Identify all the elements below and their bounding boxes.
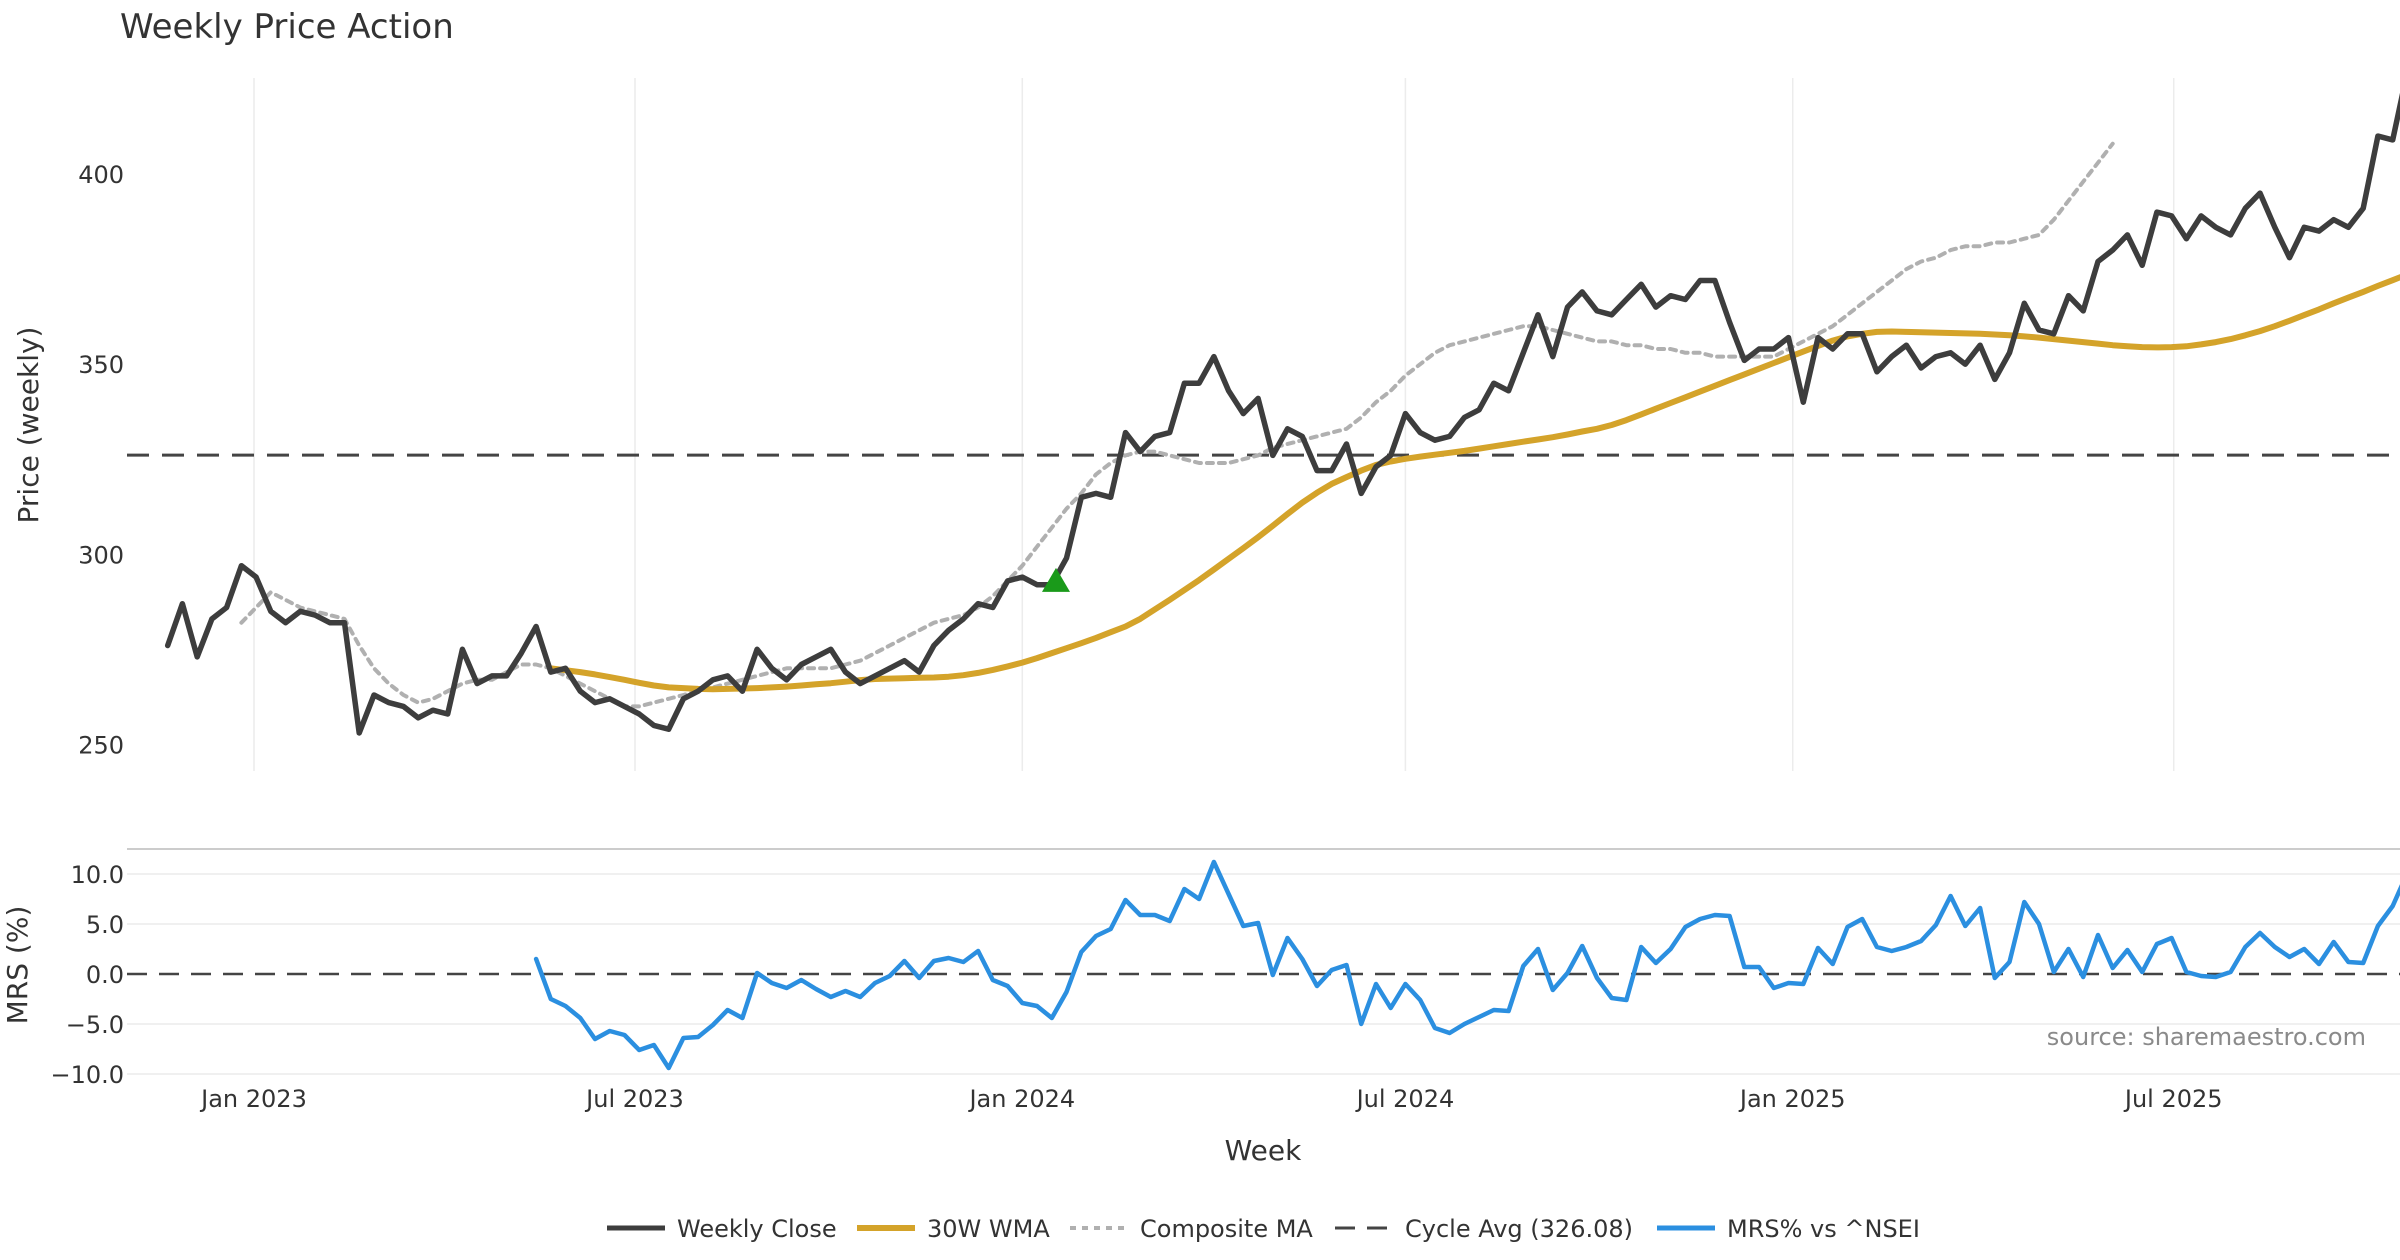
- composite-ma-line: [239, 141, 2115, 709]
- x-tick-label: Jan 2025: [1738, 1085, 1846, 1113]
- legend-item: MRS% vs ^NSEI: [1657, 1215, 1920, 1243]
- x-tick-labels: Jan 2023 Jul 2023 Jan 2024 Jul 2024 Jan 2025…: [199, 1085, 2222, 1113]
- wma-30w-line: [547, 274, 2400, 693]
- price-y-tick-label: 250: [78, 731, 124, 759]
- legend-item: Cycle Avg (326.08): [1335, 1215, 1633, 1243]
- legend-label: Cycle Avg (326.08): [1405, 1215, 1633, 1243]
- legend-label: Composite MA: [1140, 1215, 1313, 1243]
- mrs-y-tick-labels: 10.0 5.0 0.0 −5.0 −10.0: [50, 861, 124, 1089]
- legend-item: Weekly Close: [607, 1215, 837, 1243]
- x-tick-label: Jul 2024: [1355, 1085, 1455, 1113]
- x-tick-label: Jan 2024: [967, 1085, 1075, 1113]
- price-panel: 250 300 350 400 Price (weekly): [12, 78, 2400, 771]
- weekly-close-line: [164, 92, 2400, 736]
- price-y-axis-title: Price (weekly): [12, 327, 45, 524]
- mrs-y-axis-title: MRS (%): [1, 906, 34, 1025]
- x-tick-label: Jul 2025: [2123, 1085, 2223, 1113]
- price-y-tick-label: 350: [78, 351, 124, 379]
- legend-label: 30W WMA: [927, 1215, 1050, 1243]
- source-note: source: sharemaestro.com: [2047, 1023, 2366, 1051]
- mrs-panel: 10.0 5.0 0.0 −5.0 −10.0 MRS (%) source: shar…: [1, 848, 2400, 1089]
- legend-label: Weekly Close: [677, 1215, 837, 1243]
- price-gridlines: [253, 78, 2175, 771]
- price-y-tick-label: 400: [78, 161, 124, 189]
- price-series: [164, 92, 2400, 736]
- x-axis-title: Week: [1225, 1134, 1302, 1167]
- mrs-line: [533, 859, 2400, 1071]
- mrs-y-tick-label: 5.0: [86, 911, 124, 939]
- mrs-y-tick-label: 0.0: [86, 961, 124, 989]
- mrs-gridlines: [127, 873, 2400, 1075]
- mrs-y-tick-label: 10.0: [71, 861, 124, 889]
- legend-item: Composite MA: [1070, 1215, 1313, 1243]
- x-tick-label: Jan 2023: [199, 1085, 307, 1113]
- legend: Weekly Close 30W WMA Composite MA Cycle Avg…: [607, 1215, 1920, 1243]
- price-y-tick-label: 300: [78, 541, 124, 569]
- buy-signal-marker: [1041, 567, 1070, 592]
- mrs-series: [533, 859, 2400, 1071]
- mrs-y-tick-label: −5.0: [66, 1011, 124, 1039]
- legend-item: 30W WMA: [857, 1215, 1050, 1243]
- legend-label: MRS% vs ^NSEI: [1727, 1215, 1920, 1243]
- mrs-y-tick-label: −10.0: [50, 1061, 124, 1089]
- x-tick-label: Jul 2023: [584, 1085, 684, 1113]
- price-y-tick-labels: 250 300 350 400: [78, 161, 124, 759]
- chart-title: Weekly Price Action: [120, 7, 454, 47]
